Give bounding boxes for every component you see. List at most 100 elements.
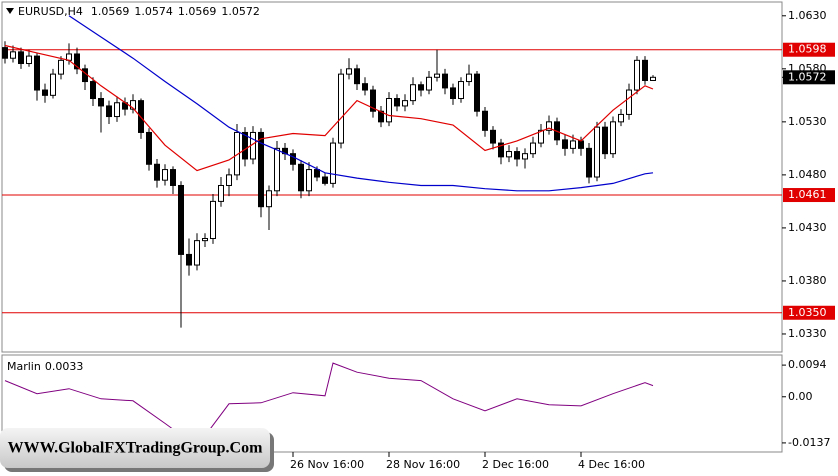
candle-body <box>330 142 336 184</box>
candle-body <box>394 98 400 107</box>
candle-body <box>450 87 456 100</box>
candle-body <box>522 153 528 160</box>
candle-body <box>74 53 80 70</box>
candle-body <box>130 100 136 110</box>
candle-body <box>626 89 632 115</box>
candle-body <box>618 113 624 123</box>
candle-body <box>306 169 312 192</box>
candle-body <box>10 51 16 59</box>
candle-body <box>194 240 200 266</box>
candle-body <box>154 163 160 181</box>
candle-body <box>162 169 168 181</box>
candle-body <box>426 76 432 91</box>
y-tick-label: 1.0530 <box>788 115 827 128</box>
candle-body <box>530 142 536 155</box>
candle-body <box>338 73 344 144</box>
moving-average <box>4 44 654 172</box>
indicator-line <box>4 362 654 448</box>
candle-body <box>650 76 656 81</box>
candle-body <box>506 151 512 158</box>
candle-body <box>570 140 576 149</box>
x-tick-label: 28 Nov 16:00 <box>386 458 460 471</box>
main-panel <box>1 1 783 353</box>
candle-body <box>26 55 32 65</box>
candle-body <box>210 200 216 240</box>
candle-body <box>546 121 552 131</box>
level-label-box <box>783 188 835 203</box>
candle-body <box>42 89 48 96</box>
candle-body <box>634 59 640 91</box>
current-price-box <box>783 70 835 85</box>
candle-body <box>434 73 440 78</box>
candle-body <box>538 129 544 144</box>
candle-body <box>578 140 584 149</box>
candle-body <box>362 83 368 91</box>
candle-body <box>418 84 424 91</box>
candle-body <box>2 47 8 59</box>
candle-body <box>474 73 480 112</box>
candle-body <box>370 89 376 112</box>
candle-body <box>266 190 272 208</box>
candle-body <box>90 81 96 100</box>
candle-body <box>386 98 392 123</box>
level-label-box <box>783 305 835 320</box>
candle-body <box>642 59 648 81</box>
candle-body <box>490 129 496 144</box>
axes: 1.06301.05801.05301.04801.04301.03801.03… <box>290 9 835 471</box>
y-tick-label: 1.0430 <box>788 221 827 234</box>
candle-body <box>354 68 360 85</box>
indicator-panel <box>1 354 783 453</box>
header-value: 1.0569 <box>91 5 130 18</box>
y-tick-label: 1.0630 <box>788 9 827 22</box>
candle-body <box>202 238 208 242</box>
symbol: EURUSD,H4 <box>18 5 83 18</box>
x-tick-label: 26 Nov 16:00 <box>290 458 364 471</box>
candle-body <box>170 169 176 186</box>
candle-body <box>482 110 488 131</box>
header-value: 1.0574 <box>134 5 173 18</box>
watermark-box <box>0 428 270 468</box>
candle-body <box>562 139 568 149</box>
indicator-header: Marlin 0.0033 <box>7 360 83 373</box>
candle-body <box>34 55 40 91</box>
candle-body <box>514 151 520 160</box>
x-tick-label: 4 Dec 16:00 <box>578 458 645 471</box>
level-label-box <box>783 42 835 57</box>
header-value: 1.0569 <box>178 5 217 18</box>
candle-body <box>498 142 504 158</box>
indicator-plot <box>4 362 654 448</box>
candle-body <box>242 131 248 160</box>
y2-tick-label: 0.0094 <box>788 358 827 371</box>
candle-body <box>274 147 280 192</box>
candle-body <box>314 169 320 178</box>
candle-body <box>106 105 112 118</box>
candle-body <box>458 81 464 100</box>
current-price-label: 1.0572 <box>788 70 827 83</box>
candle-body <box>466 73 472 83</box>
y2-tick-label: -0.0137 <box>788 436 830 449</box>
candle-body <box>58 59 64 75</box>
moving-average <box>68 15 654 192</box>
watermark: WWW.GlobalFXTradingGroup.Com <box>0 428 274 472</box>
main-plot <box>2 15 782 328</box>
candle-body <box>218 184 224 202</box>
candle-body <box>402 100 408 107</box>
candle-body <box>226 174 232 186</box>
candle-body <box>442 73 448 89</box>
candle-body <box>146 131 152 165</box>
level-label: 1.0461 <box>788 188 827 201</box>
candle-body <box>594 126 600 178</box>
candle-body <box>410 84 416 102</box>
candle-body <box>178 184 184 255</box>
x-tick-label: 2 Dec 16:00 <box>482 458 549 471</box>
y-tick-label: 1.0380 <box>788 274 827 287</box>
candle-body <box>114 102 120 118</box>
indicator-value: 0.0033 <box>45 360 84 373</box>
candle-body <box>322 176 328 184</box>
indicator-name: Marlin <box>7 360 41 373</box>
level-label: 1.0598 <box>788 43 827 56</box>
candle-body <box>50 73 56 96</box>
candle-body <box>18 51 24 65</box>
